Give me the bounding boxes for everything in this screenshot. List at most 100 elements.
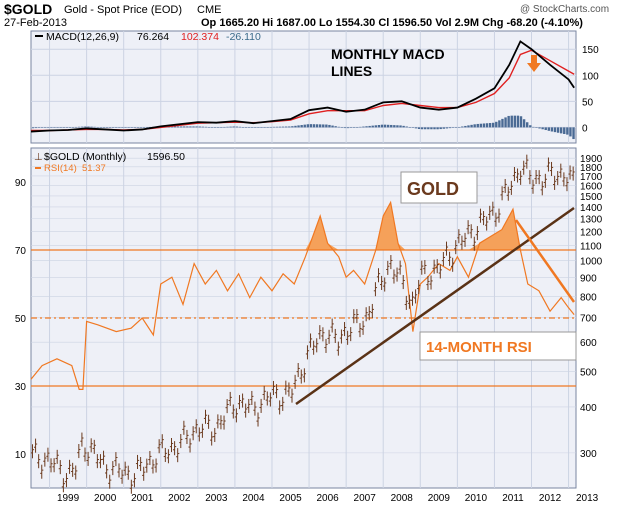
price-y-tick: 1300 [580,215,603,226]
macd-y-tick: 100 [582,71,599,82]
gold-uptrend-line [295,206,575,406]
macd-histogram-bar [223,126,226,128]
macd-histogram-bar [269,126,272,128]
macd-histogram-bar [142,127,146,128]
x-axis-tick: 2013 [576,493,599,504]
price-y-tick: 1800 [580,163,603,174]
macd-histogram-bar [62,127,65,128]
macd-histogram-bar [470,124,473,128]
macd-histogram-bar [430,127,433,130]
x-axis-tick: 2002 [168,493,191,504]
price-y-tick: 1700 [580,172,603,183]
macd-histogram-bar [232,126,235,128]
macd-histogram-bar [501,118,504,128]
macd-histogram-bar [464,125,467,128]
chart-exchange: CME [197,4,222,16]
macd-histogram-bar [244,127,248,128]
price-panel [30,147,577,489]
macd-histogram-bar [217,127,220,128]
macd-histogram-bar [550,127,554,132]
x-axis-tick: 2006 [316,493,339,504]
macd-histogram-bar [445,127,449,129]
macd-histogram-bar [427,127,430,130]
macd-histogram-bar [525,122,529,128]
macd-histogram-bar [402,125,405,128]
rsi-annotation-box [419,331,577,361]
rsi-legend-value: 51.37 [82,163,106,174]
macd-histogram-bar [513,115,517,128]
macd-histogram-bar [544,127,547,131]
macd-histogram-bar [105,127,109,128]
macd-histogram-bar [569,127,572,137]
macd-histogram-bar [343,127,347,129]
rsi-line [30,200,575,390]
macd-histogram-bar [439,127,442,130]
branding[interactable]: @ StockCharts.com [520,4,610,15]
price-legend-label: $GOLD (Monthly) [44,151,126,163]
macd-histogram-bar [179,126,183,128]
macd-legend-swatch [35,35,43,37]
macd-histogram-bar [461,126,464,128]
macd-histogram-bar [349,127,353,128]
price-y-tick: 600 [580,338,597,349]
macd-histogram-bar [454,127,458,128]
x-axis-tick: 2005 [279,493,302,504]
macd-y-tick: 0 [582,123,588,134]
macd-histogram-bar [553,127,557,133]
macd-histogram-bar [479,123,483,128]
x-axis-tick: 2007 [354,493,377,504]
macd-histogram-bar [136,127,140,128]
macd-histogram-bar [170,126,174,128]
macd-histogram-bar [377,124,381,128]
macd-histogram-bar [34,127,38,129]
macd-histogram-bar [260,127,263,128]
rsi-y-tick: 30 [15,382,27,393]
macd-annotation-line2: LINES [331,63,372,79]
price-legend-icon: ⊥ [34,152,43,163]
macd-histogram-bar [50,127,53,128]
macd-histogram-bar [396,125,399,128]
macd-histogram-bar [368,125,371,128]
macd-histogram-bar [186,126,189,128]
macd-histogram-bar [328,124,331,128]
x-axis-tick: 1999 [57,493,80,504]
macd-histogram-bar [53,127,56,128]
macd-legend-macd: 76.264 [137,31,169,43]
macd-histogram-bar [238,126,242,128]
rsi-y-tick: 10 [15,450,27,461]
price-legend: ⊥ $GOLD (Monthly) 1596.50 RSI(14) 51.37 [34,151,185,174]
macd-histogram-bar [235,126,238,128]
macd-histogram-bar [535,127,538,128]
rsi-annotation: 14-MONTH RSI [419,331,577,361]
macd-histogram-bar [204,126,208,128]
rsi-y-tick: 90 [15,178,27,189]
macd-histogram-bar [516,115,520,128]
x-axis-tick: 2003 [205,493,228,504]
macd-histogram-bar [213,127,217,128]
price-legend-value: 1596.50 [147,151,185,163]
macd-histogram-bar [473,124,476,128]
macd-histogram-bar [71,127,75,128]
macd-histogram-bar [371,125,374,128]
macd-histogram-bar [263,127,266,128]
macd-histogram-bar [275,126,279,128]
price-y-tick: 1100 [580,241,602,252]
macd-histogram-bar [322,124,325,128]
macd-histogram-bar [192,126,195,128]
macd-histogram-bar [207,126,211,128]
macd-line [30,40,575,133]
ohlc-readout: Op 1665.20 Hi 1687.00 Lo 1554.30 Cl 1596… [201,17,583,29]
macd-histogram-bar [115,127,118,128]
macd-histogram-bar [414,127,418,129]
macd-histogram-bar [226,126,229,128]
macd-histogram-bar [124,127,127,128]
x-axis-tick: 2008 [391,493,414,504]
macd-histogram-bar [111,127,115,128]
macd-histogram-bar [498,120,501,128]
macd-histogram-bar [284,126,288,128]
macd-histogram-bar [362,126,365,128]
macd-histogram-bar [59,127,62,128]
macd-histogram-bar [334,126,337,128]
macd-down-arrow [527,55,541,72]
gold-annotation-text: GOLD [407,179,459,199]
